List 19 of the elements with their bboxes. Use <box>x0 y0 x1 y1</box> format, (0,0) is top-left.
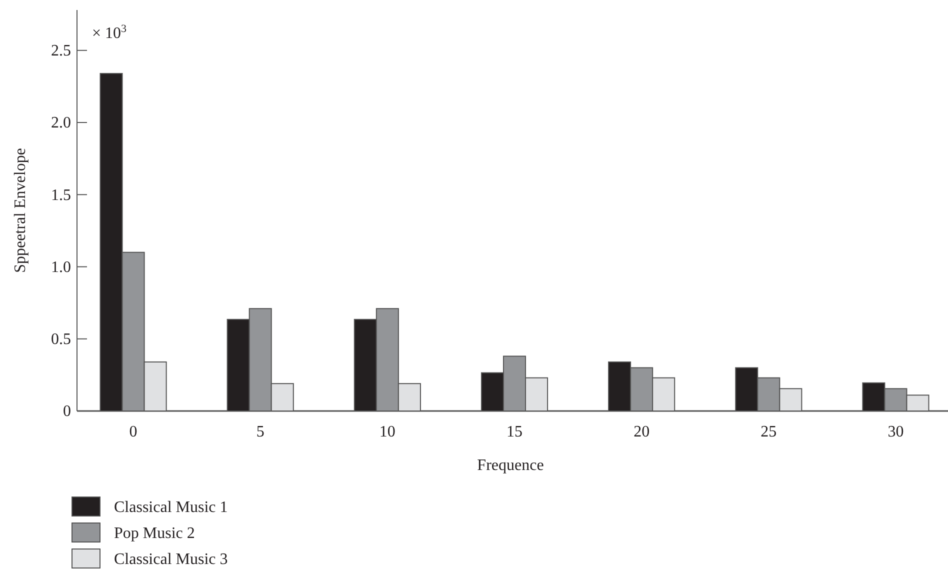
x-tick-label: 0 <box>129 423 138 440</box>
y-tick-label: 0 <box>63 403 71 420</box>
y-tick-label: 2.0 <box>51 114 71 132</box>
y-tick-label: 1.5 <box>51 186 71 204</box>
x-tick-label: 20 <box>634 423 650 440</box>
y-axis-title: Sppeetral Envelope <box>12 148 29 273</box>
x-tick-label: 10 <box>379 423 396 440</box>
x-tick-label: 5 <box>256 423 264 440</box>
legend-label: Pop Music 2 <box>114 525 195 542</box>
x-tick-label: 25 <box>760 423 777 440</box>
y-tick-label: 1.0 <box>51 258 71 276</box>
legend-label: Classical Music 1 <box>114 499 228 516</box>
x-tick-label: 30 <box>888 423 904 440</box>
y-tick-label: 2.5 <box>51 42 71 60</box>
legend-label: Classical Music 3 <box>114 551 228 568</box>
annotation: × 10$^{3}$ <box>92 23 128 42</box>
y-tick-label: 0.5 <box>51 331 71 348</box>
x-tick-label: 15 <box>506 423 522 440</box>
x-axis-title: Frequence <box>477 457 544 474</box>
